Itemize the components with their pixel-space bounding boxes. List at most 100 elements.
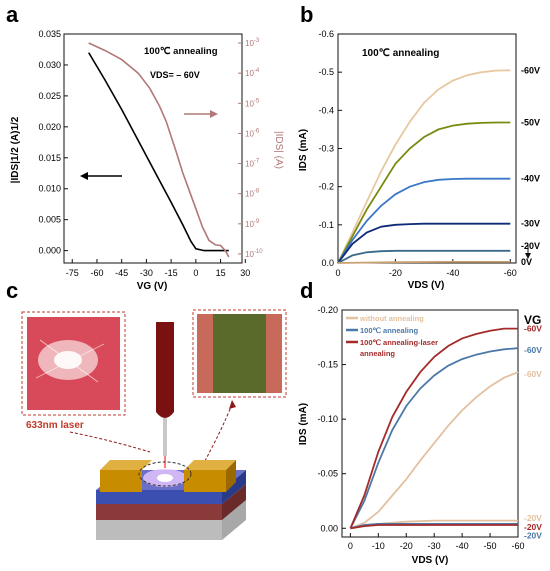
chart-b-x-tick-label: -60 [504, 268, 517, 278]
chart-d-legend-label-cont: annealing [360, 349, 395, 358]
chart-a-x-tick-label: -45 [115, 268, 128, 278]
chart-d-x-tick-label: -10 [372, 541, 385, 551]
chart-d-y-tick-label: -0.20 [317, 305, 338, 315]
chart-a-frame [63, 33, 243, 264]
panel-label-a: a [6, 2, 19, 27]
chart-b-y-tick-label: -0.3 [318, 144, 334, 154]
stack-layer-blue-front [96, 490, 222, 504]
panel-label-b: b [300, 2, 313, 27]
chart-d-series-line [350, 523, 518, 530]
chart-a-y-right-tick-exponent: -6 [254, 128, 260, 134]
chart-a-y-right-tick-label: 10-7 [245, 159, 260, 169]
chart-a-y-right-tick-label: 10-8 [245, 189, 260, 199]
micrograph-right-edge-left [197, 314, 213, 393]
panel-label-c: c [6, 278, 18, 303]
stack-layer-red-side [222, 484, 246, 520]
chart-d-side-label: -60V [524, 345, 542, 355]
chart-a-y-tick-label: 0.000 [38, 246, 61, 256]
chart-a-y-tick-label: 0.030 [38, 60, 61, 70]
chart-d-y-tick-label: 0.00 [320, 523, 338, 533]
electrode-right-top [184, 460, 236, 470]
chart-b-zero-arrowhead [525, 253, 531, 259]
chart-d-series [349, 327, 519, 530]
chart-a-series [88, 42, 230, 258]
chart-b-side-label: -40V [521, 174, 540, 184]
chart-b-side-labels: -60V -50V -40V -30V -20V 0V [521, 65, 540, 267]
chart-d-frame [341, 309, 519, 538]
chart-a-ylabel-right: |IDS| (A) [273, 131, 284, 169]
chart-d-series-line [349, 347, 519, 529]
electrode-left-front [100, 470, 142, 492]
chart-a-y-right-tick-exponent: -5 [254, 98, 260, 104]
chart-d-series-line [350, 371, 519, 530]
chart-d-side-label: -60V [524, 369, 542, 379]
laser-leader-line [69, 431, 151, 453]
chart-a-y-right-tick-exponent: -4 [254, 68, 260, 74]
chart-a-series-line-right [88, 42, 230, 258]
micrograph-left-streak [39, 339, 99, 383]
micrograph-left-streak-2 [35, 343, 105, 379]
chart-a-y-tick-label: 0.035 [38, 29, 61, 39]
micrograph-right-leader-head [229, 400, 236, 409]
laser-probe-body [156, 322, 174, 418]
chart-a-y-tick-label: 0.005 [38, 215, 61, 225]
chart-a-series-line-left [88, 52, 229, 252]
electrode-left-top [100, 460, 152, 470]
chart-a-arrowhead-left [80, 172, 88, 180]
chart-b-title: 100℃ annealing [362, 48, 439, 59]
chart-b-y-tick-label: -0.4 [318, 105, 334, 115]
electrode-right-side [226, 460, 236, 492]
chart-d-legend-title: VG [524, 313, 541, 327]
chart-a-x-tick-label: -60 [90, 268, 103, 278]
chart-b-y-tick-label: -0.6 [318, 29, 334, 39]
chart-d-ylabel: IDS (mA) [298, 403, 309, 445]
chart-d-legend-label: 100℃ annealing-laser annealing [360, 338, 438, 358]
chart-b-x-tick-label: -20 [389, 268, 402, 278]
chart-b-xlabel: VDS (V) [408, 280, 445, 291]
chart-d-x-tick-label: -60 [511, 541, 524, 551]
chart-b-side-label: -20V [521, 241, 540, 251]
chart-a-y-right-tick-label: 10-10 [245, 249, 263, 259]
chart-d-x-tick-label: -30 [428, 541, 441, 551]
chart-d-side-label: -60V [524, 324, 542, 334]
chart-b-y-tick-label: -0.2 [318, 182, 334, 192]
chart-a-y-right-tick-label: 10-6 [245, 128, 260, 138]
chart-a-y-tick-label: 0.025 [38, 91, 61, 101]
chart-a-x-tick-label: 15 [216, 268, 226, 278]
chart-b-series-line [337, 121, 511, 264]
chart-b-ylabel: IDS (mA) [298, 129, 309, 171]
chart-d-side-label: -20V [524, 513, 542, 523]
channel-marker [138, 461, 192, 487]
chart-a-x-tick-label: 0 [193, 268, 198, 278]
chart-b: 0 -20 -40 -60 0.0 -0.1 -0.2 -0.3 -0.4 -0.5 -0.6 -… [298, 29, 540, 291]
chart-b-side-label: -60V [521, 65, 540, 75]
chart-b-series-line [337, 69, 511, 264]
chart-b-side-label: 0V [521, 257, 532, 267]
chart-a-xlabel: VG (V) [137, 281, 168, 292]
micrograph-right-leader [199, 403, 233, 471]
chart-a-y-right-tick-exponent: -3 [254, 38, 260, 44]
stack-layer-blue-side [222, 470, 246, 504]
chart-b-series-line [337, 261, 511, 264]
chart-d-side-label: -20V [524, 522, 542, 532]
stack-glass-side [222, 500, 246, 540]
laser-label: 633nm laser [26, 420, 84, 431]
chart-b-side-label: -30V [521, 219, 540, 229]
chart-b-series-line [337, 222, 511, 264]
chart-d-y-tick-label: -0.15 [317, 360, 338, 370]
chart-a-y-ticks-right: 10-3 10-4 10-5 10-6 10-7 10-8 10-9 10-10 [238, 38, 263, 259]
chart-d-legend: without annealing 100℃ annealing 100℃ anne… [346, 314, 438, 358]
chart-b-x-tick-label: 0 [335, 268, 340, 278]
chart-b-series-line [337, 249, 511, 264]
electrode-right-front [184, 470, 226, 492]
chart-a-ylabel-left: |IDS|1/2 (A)1/2 [10, 116, 21, 183]
chart-a-subtitle: VDS= – 60V [150, 70, 200, 80]
chart-b-series-line [337, 177, 511, 264]
chart-a-y-right-tick-exponent: -7 [254, 159, 260, 165]
chart-a-y-right-tick-label: 10-3 [245, 38, 260, 48]
micrograph-left-frame [21, 311, 126, 416]
chart-d: 0 -10 -20 -30 -40 -50 -60 0.00 -0.05 -0.10 -0.15 -… [298, 305, 542, 566]
chart-a-x-tick-label: -30 [140, 268, 153, 278]
chart-a-title: 100℃ annealing [144, 46, 218, 57]
